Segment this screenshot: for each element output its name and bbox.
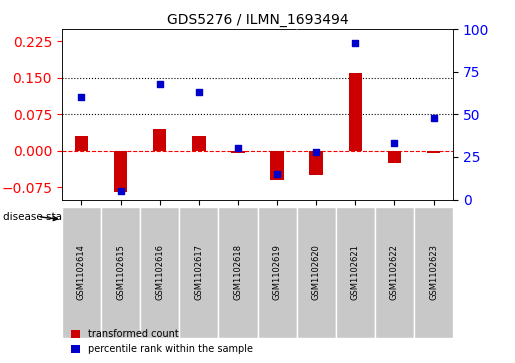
Bar [310,151,323,175]
Bar [388,151,401,163]
Point [234,146,242,151]
FancyBboxPatch shape [62,207,101,338]
Text: Myotonic dystrophy type 2: Myotonic dystrophy type 2 [110,215,249,225]
Bar [427,151,440,153]
FancyBboxPatch shape [297,207,336,338]
Text: GSM1102622: GSM1102622 [390,244,399,300]
FancyBboxPatch shape [218,207,258,338]
Text: GSM1102617: GSM1102617 [194,244,203,300]
Point [77,94,85,100]
Text: GSM1102619: GSM1102619 [272,244,282,300]
Text: GSM1102616: GSM1102616 [155,244,164,300]
FancyBboxPatch shape [375,207,414,338]
Text: disease state: disease state [3,212,73,222]
Bar [270,151,284,180]
FancyBboxPatch shape [62,207,297,232]
Text: control: control [357,215,393,225]
Text: GSM1102618: GSM1102618 [233,244,243,300]
FancyBboxPatch shape [101,207,140,338]
Point [273,171,281,177]
Text: GSM1102615: GSM1102615 [116,244,125,300]
Point [195,89,203,95]
Bar [192,136,205,151]
Point [351,40,359,46]
Legend: transformed count, percentile rank within the sample: transformed count, percentile rank withi… [66,326,257,358]
Text: GSM1102620: GSM1102620 [312,244,321,300]
Bar [349,73,362,151]
Bar [231,151,245,153]
Point [312,149,320,155]
FancyBboxPatch shape [258,207,297,338]
Bar [153,129,166,151]
FancyBboxPatch shape [140,207,179,338]
Point [156,81,164,86]
Bar [75,136,88,151]
FancyBboxPatch shape [179,207,218,338]
Title: GDS5276 / ILMN_1693494: GDS5276 / ILMN_1693494 [167,13,348,26]
FancyBboxPatch shape [297,207,453,232]
Text: GSM1102614: GSM1102614 [77,244,86,300]
Point [430,115,438,121]
Text: GSM1102621: GSM1102621 [351,244,360,300]
Point [116,188,125,194]
FancyBboxPatch shape [414,207,453,338]
Point [390,140,399,146]
FancyBboxPatch shape [336,207,375,338]
Bar [114,151,127,192]
Text: GSM1102623: GSM1102623 [429,244,438,300]
